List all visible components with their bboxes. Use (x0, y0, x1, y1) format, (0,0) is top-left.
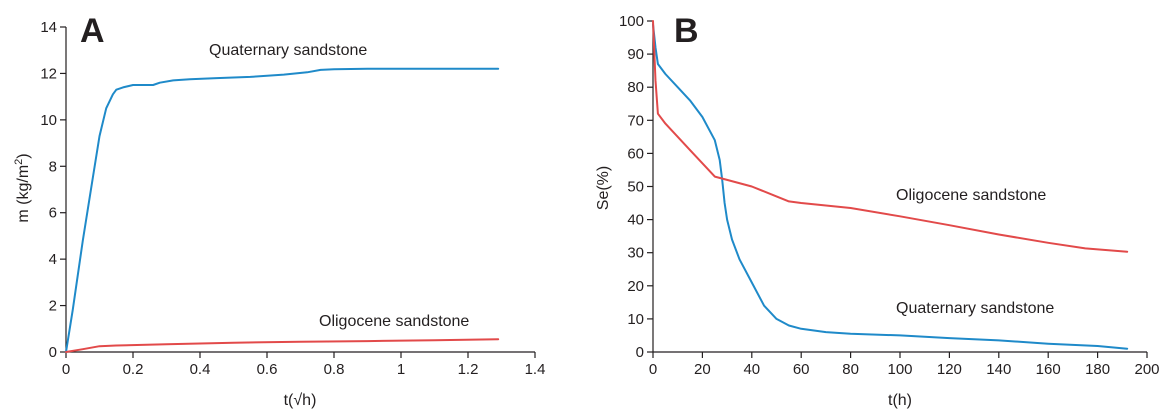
panel-b: B 0 20 40 60 80 100 120 140 160 180 200 0 10 20 30 40 50… (595, 12, 1160, 409)
panel-a-y-tick-label: 12 (40, 65, 57, 82)
panel-a-x-tick-label: 1.2 (458, 361, 479, 378)
panel-a-y-label-main: m (kg/m (15, 165, 32, 223)
panel-a-x-axis-label: t(√h) (284, 392, 317, 409)
panel-a-y-tick-label: 8 (49, 158, 57, 175)
panel-b-quaternary-label: Quaternary sandstone (896, 300, 1054, 317)
panel-a-y-axis-label: m (kg/m2) (13, 153, 32, 222)
panel-b-y-tick-label: 40 (627, 212, 644, 229)
panel-b-x-tick-label: 80 (842, 361, 859, 378)
panel-a-y-tick-label: 4 (49, 251, 57, 268)
panel-b-y-tick-label: 100 (619, 13, 644, 30)
panel-a-y-tick-label: 0 (49, 344, 57, 361)
panel-a-series-quaternary-sandstone (65, 67, 500, 353)
panel-b-y-tick-label: 30 (627, 245, 644, 262)
panel-b-x-tick-label: 140 (986, 361, 1011, 378)
panel-b-x-axis-label: t(h) (888, 392, 912, 409)
panel-a-y-tick-label: 6 (49, 205, 57, 222)
panel-b-oligocene-label: Oligocene sandstone (896, 187, 1046, 204)
panel-a-x-tick-label: 1 (397, 361, 405, 378)
panel-a-x-tick-label: 0.4 (190, 361, 211, 378)
panel-b-x-tick-label: 100 (887, 361, 912, 378)
panel-b-axes: 0 20 40 60 80 100 120 140 160 180 200 0 10 20 30 40 50 60… (619, 13, 1160, 378)
panel-a-y-tick-label: 2 (49, 298, 57, 315)
panel-b-x-tick-label: 160 (1036, 361, 1061, 378)
panel-b-x-tick-label: 120 (937, 361, 962, 378)
panel-a-oligocene-label: Oligocene sandstone (319, 313, 469, 330)
panel-b-series-quaternary-sandstone (652, 23, 1129, 350)
panel-a-x-tick-label: 1.4 (525, 361, 546, 378)
panel-b-letter: B (674, 12, 699, 50)
panel-a-x-tick-label: 0.6 (257, 361, 278, 378)
panel-a-letter: A (80, 12, 105, 50)
panel-b-y-tick-label: 60 (627, 145, 644, 162)
panel-a-x-tick-label: 0.8 (324, 361, 345, 378)
panel-b-y-tick-label: 80 (627, 79, 644, 96)
panel-b-x-tick-label: 0 (649, 361, 657, 378)
panel-a-quaternary-label: Quaternary sandstone (209, 42, 367, 59)
panel-b-y-tick-label: 50 (627, 179, 644, 196)
panel-a-x-tick-label: 0.2 (123, 361, 144, 378)
panel-a-series-oligocene-sandstone (65, 338, 500, 353)
panel-a-y-label-end: ) (15, 153, 32, 158)
panel-b-y-tick-label: 20 (627, 278, 644, 295)
panel-b-y-axis-label: Se(%) (595, 166, 612, 210)
panel-a-x-tick-label: 0 (62, 361, 70, 378)
panel-a-series (65, 67, 500, 353)
panel-b-y-tick-label: 90 (627, 46, 644, 63)
panel-b-x-tick-label: 200 (1134, 361, 1159, 378)
panel-b-y-tick-label: 70 (627, 112, 644, 129)
panel-b-x-tick-label: 180 (1085, 361, 1110, 378)
panel-b-y-tick-label: 0 (636, 344, 644, 361)
panel-a-y-label-sup: 2 (13, 159, 25, 165)
panel-b-x-tick-label: 60 (793, 361, 810, 378)
panel-a: A 0 0.2 0.4 0.6 0.8 1 1.2 1.4 0 2 4 6 8 10 12 14 Quater… (13, 12, 545, 409)
panel-b-series-oligocene-sandstone (652, 20, 1129, 253)
panel-b-x-tick-label: 40 (743, 361, 760, 378)
panel-a-y-tick-label: 14 (40, 19, 57, 36)
panel-b-series (652, 20, 1129, 350)
panel-b-x-tick-label: 20 (694, 361, 711, 378)
panel-b-y-tick-label: 10 (627, 311, 644, 328)
panel-a-axes: 0 0.2 0.4 0.6 0.8 1 1.2 1.4 0 2 4 6 8 10 12 14 (40, 19, 545, 378)
panel-a-y-tick-label: 10 (40, 112, 57, 129)
